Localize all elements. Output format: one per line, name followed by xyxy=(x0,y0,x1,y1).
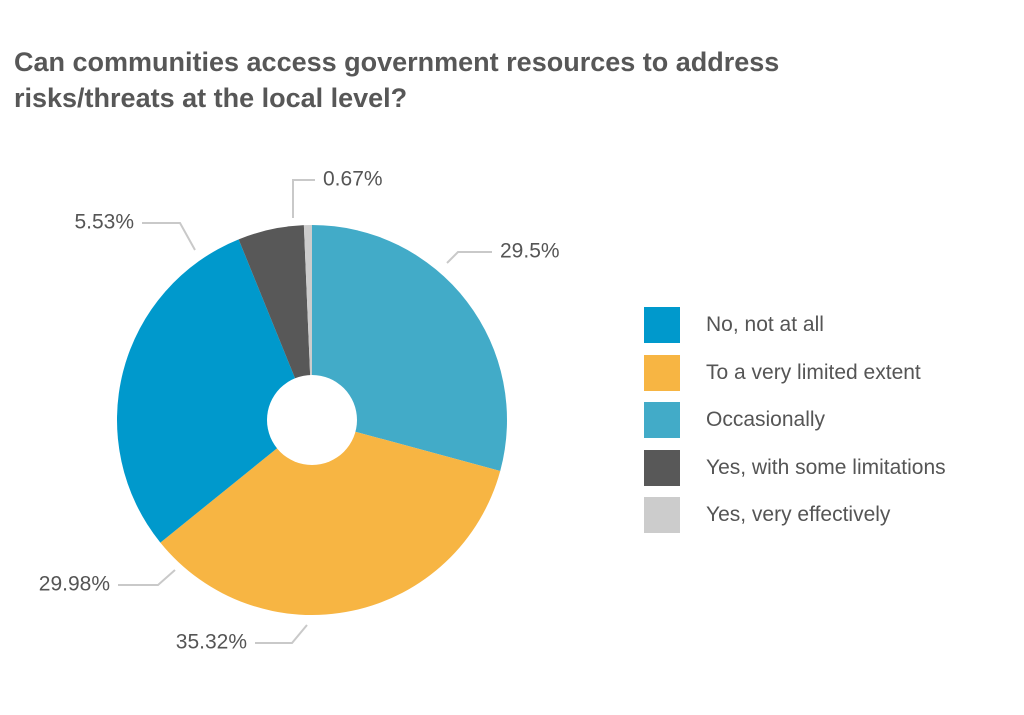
chart-title-line-2: risks/threats at the local level? xyxy=(14,83,408,113)
leader-line xyxy=(292,179,315,218)
pie-slice-occasionally xyxy=(312,225,508,471)
data-labels: 29.5% 35.32% 29.98% 5.53% 0.67% xyxy=(39,168,560,654)
legend-swatch-occasionally xyxy=(644,402,680,438)
data-label: 0.67% xyxy=(323,168,383,191)
legend-label-occasionally: Occasionally xyxy=(706,408,826,431)
data-label: 29.98% xyxy=(39,573,110,596)
legend-swatch-to-a-very-limited-extent xyxy=(644,354,680,391)
legend: No, not at all To a very limited extent … xyxy=(644,307,946,545)
pie-slice-to-a-very-limited-extent xyxy=(160,420,501,616)
pie-slice-yes-with-some-limitations xyxy=(238,225,312,420)
data-label: 29.5% xyxy=(500,240,560,263)
legend-item: No, not at all xyxy=(644,307,946,343)
legend-swatch-yes-very-effectively xyxy=(644,497,680,533)
legend-item: To a very limited extent xyxy=(644,354,946,391)
legend-swatch-no-not-at-all xyxy=(644,307,680,343)
pie-slice-yes-very-effectively xyxy=(303,225,312,420)
donut-hole xyxy=(267,375,357,465)
legend-item: Yes, very effectively xyxy=(644,497,946,533)
leader-line xyxy=(446,251,492,264)
legend-label-to-a-very-limited-extent: To a very limited extent xyxy=(706,360,921,384)
legend-item: Occasionally xyxy=(644,402,946,438)
pie-slice-no-not-at-all xyxy=(116,239,312,543)
data-label: 35.32% xyxy=(176,631,247,654)
leader-line xyxy=(118,569,176,586)
legend-label-yes-with-some-limitations: Yes, with some limitations xyxy=(706,455,946,479)
leader-line xyxy=(142,222,196,251)
leader-line xyxy=(255,624,308,644)
chart-title: Can communities access government resour… xyxy=(14,44,914,116)
chart-title-line-1: Can communities access government resour… xyxy=(14,47,780,77)
legend-label-no-not-at-all: No, not at all xyxy=(706,313,824,336)
legend-label-yes-very-effectively: Yes, very effectively xyxy=(706,503,891,526)
data-label: 5.53% xyxy=(74,211,134,234)
leader-lines xyxy=(118,179,492,644)
legend-swatch-yes-with-some-limitations xyxy=(644,449,680,486)
legend-item: Yes, with some limitations xyxy=(644,449,946,486)
pie-slices xyxy=(116,225,508,616)
